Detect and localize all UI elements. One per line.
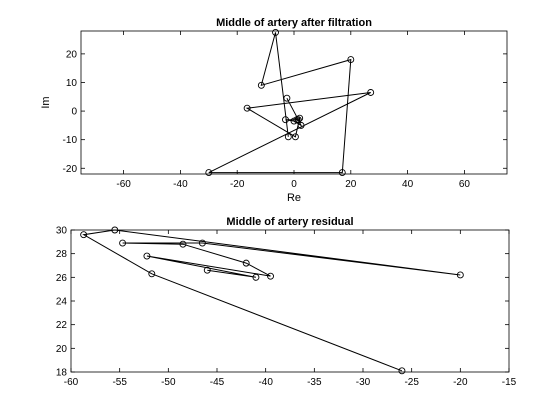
data-point [347,56,355,64]
y-tick-label: -10 [63,135,78,146]
data-point [296,114,304,122]
data-point [367,89,375,96]
y-tick-label: 30 [56,226,68,237]
x-tick-label: -60 [64,377,79,388]
data-point [198,239,206,247]
x-tick-label: -45 [210,377,225,388]
x-tick-label: -35 [307,377,322,388]
x-tick-label: -15 [502,377,517,388]
data-point [119,239,127,247]
data-point [272,28,279,36]
data-point [148,270,156,278]
subplot-1: Middle of artery after filtration -60 -40 -… [40,17,508,204]
x-tick-label: -20 [453,377,468,388]
data-point [179,240,187,248]
data-point [243,104,251,112]
data-point [282,116,289,124]
series-line [82,229,461,372]
y-tick-label: 20 [66,49,78,60]
x-tick-label: 20 [345,179,357,190]
y-tick-label: 0 [71,107,77,118]
chart-title: Middle of artery residual [226,216,353,228]
data-point [291,133,299,141]
y-axis-label: Im [40,96,52,108]
x-tick-label: 40 [402,179,414,190]
data-point [257,81,265,89]
subplot-2: Middle of artery residual -60 -55 -50 -45 -40… [56,216,517,388]
data-point [283,94,291,102]
data-point [398,367,406,375]
series-line [208,32,371,174]
chart-title: Middle of artery after filtration [216,17,372,29]
x-tick-label: -40 [258,377,273,388]
x-tick-label: -60 [116,179,131,190]
y-tick-label: 28 [56,249,68,260]
data-point [143,252,151,260]
y-tick-label: 18 [56,368,68,379]
data-point [203,266,211,274]
x-tick-label: 60 [459,179,471,190]
x-tick-label: -20 [230,179,245,190]
data-point [242,259,250,267]
y-tick-label: 26 [56,273,68,284]
x-tick-label: -40 [173,179,188,190]
data-point [205,169,213,177]
x-axis-label: Re [287,192,301,204]
y-tick-label: 24 [56,297,68,308]
data-point [297,121,305,129]
x-tick-label: 0 [291,179,297,190]
x-tick-label: -55 [112,377,127,388]
x-tick-label: -30 [356,377,371,388]
data-point [338,169,346,177]
data-point [252,273,260,281]
data-point [456,271,464,279]
x-tick-label: -50 [161,377,176,388]
data-point [284,133,292,141]
data-point [80,231,88,239]
plot-frame [70,229,510,373]
y-tick-label: 10 [66,78,78,89]
data-point [267,272,274,280]
y-tick-label: 20 [56,344,68,355]
x-tick-label: -25 [404,377,419,388]
y-tick-label: -20 [63,164,78,175]
data-point [111,226,119,234]
y-tick-label: 22 [56,320,68,331]
